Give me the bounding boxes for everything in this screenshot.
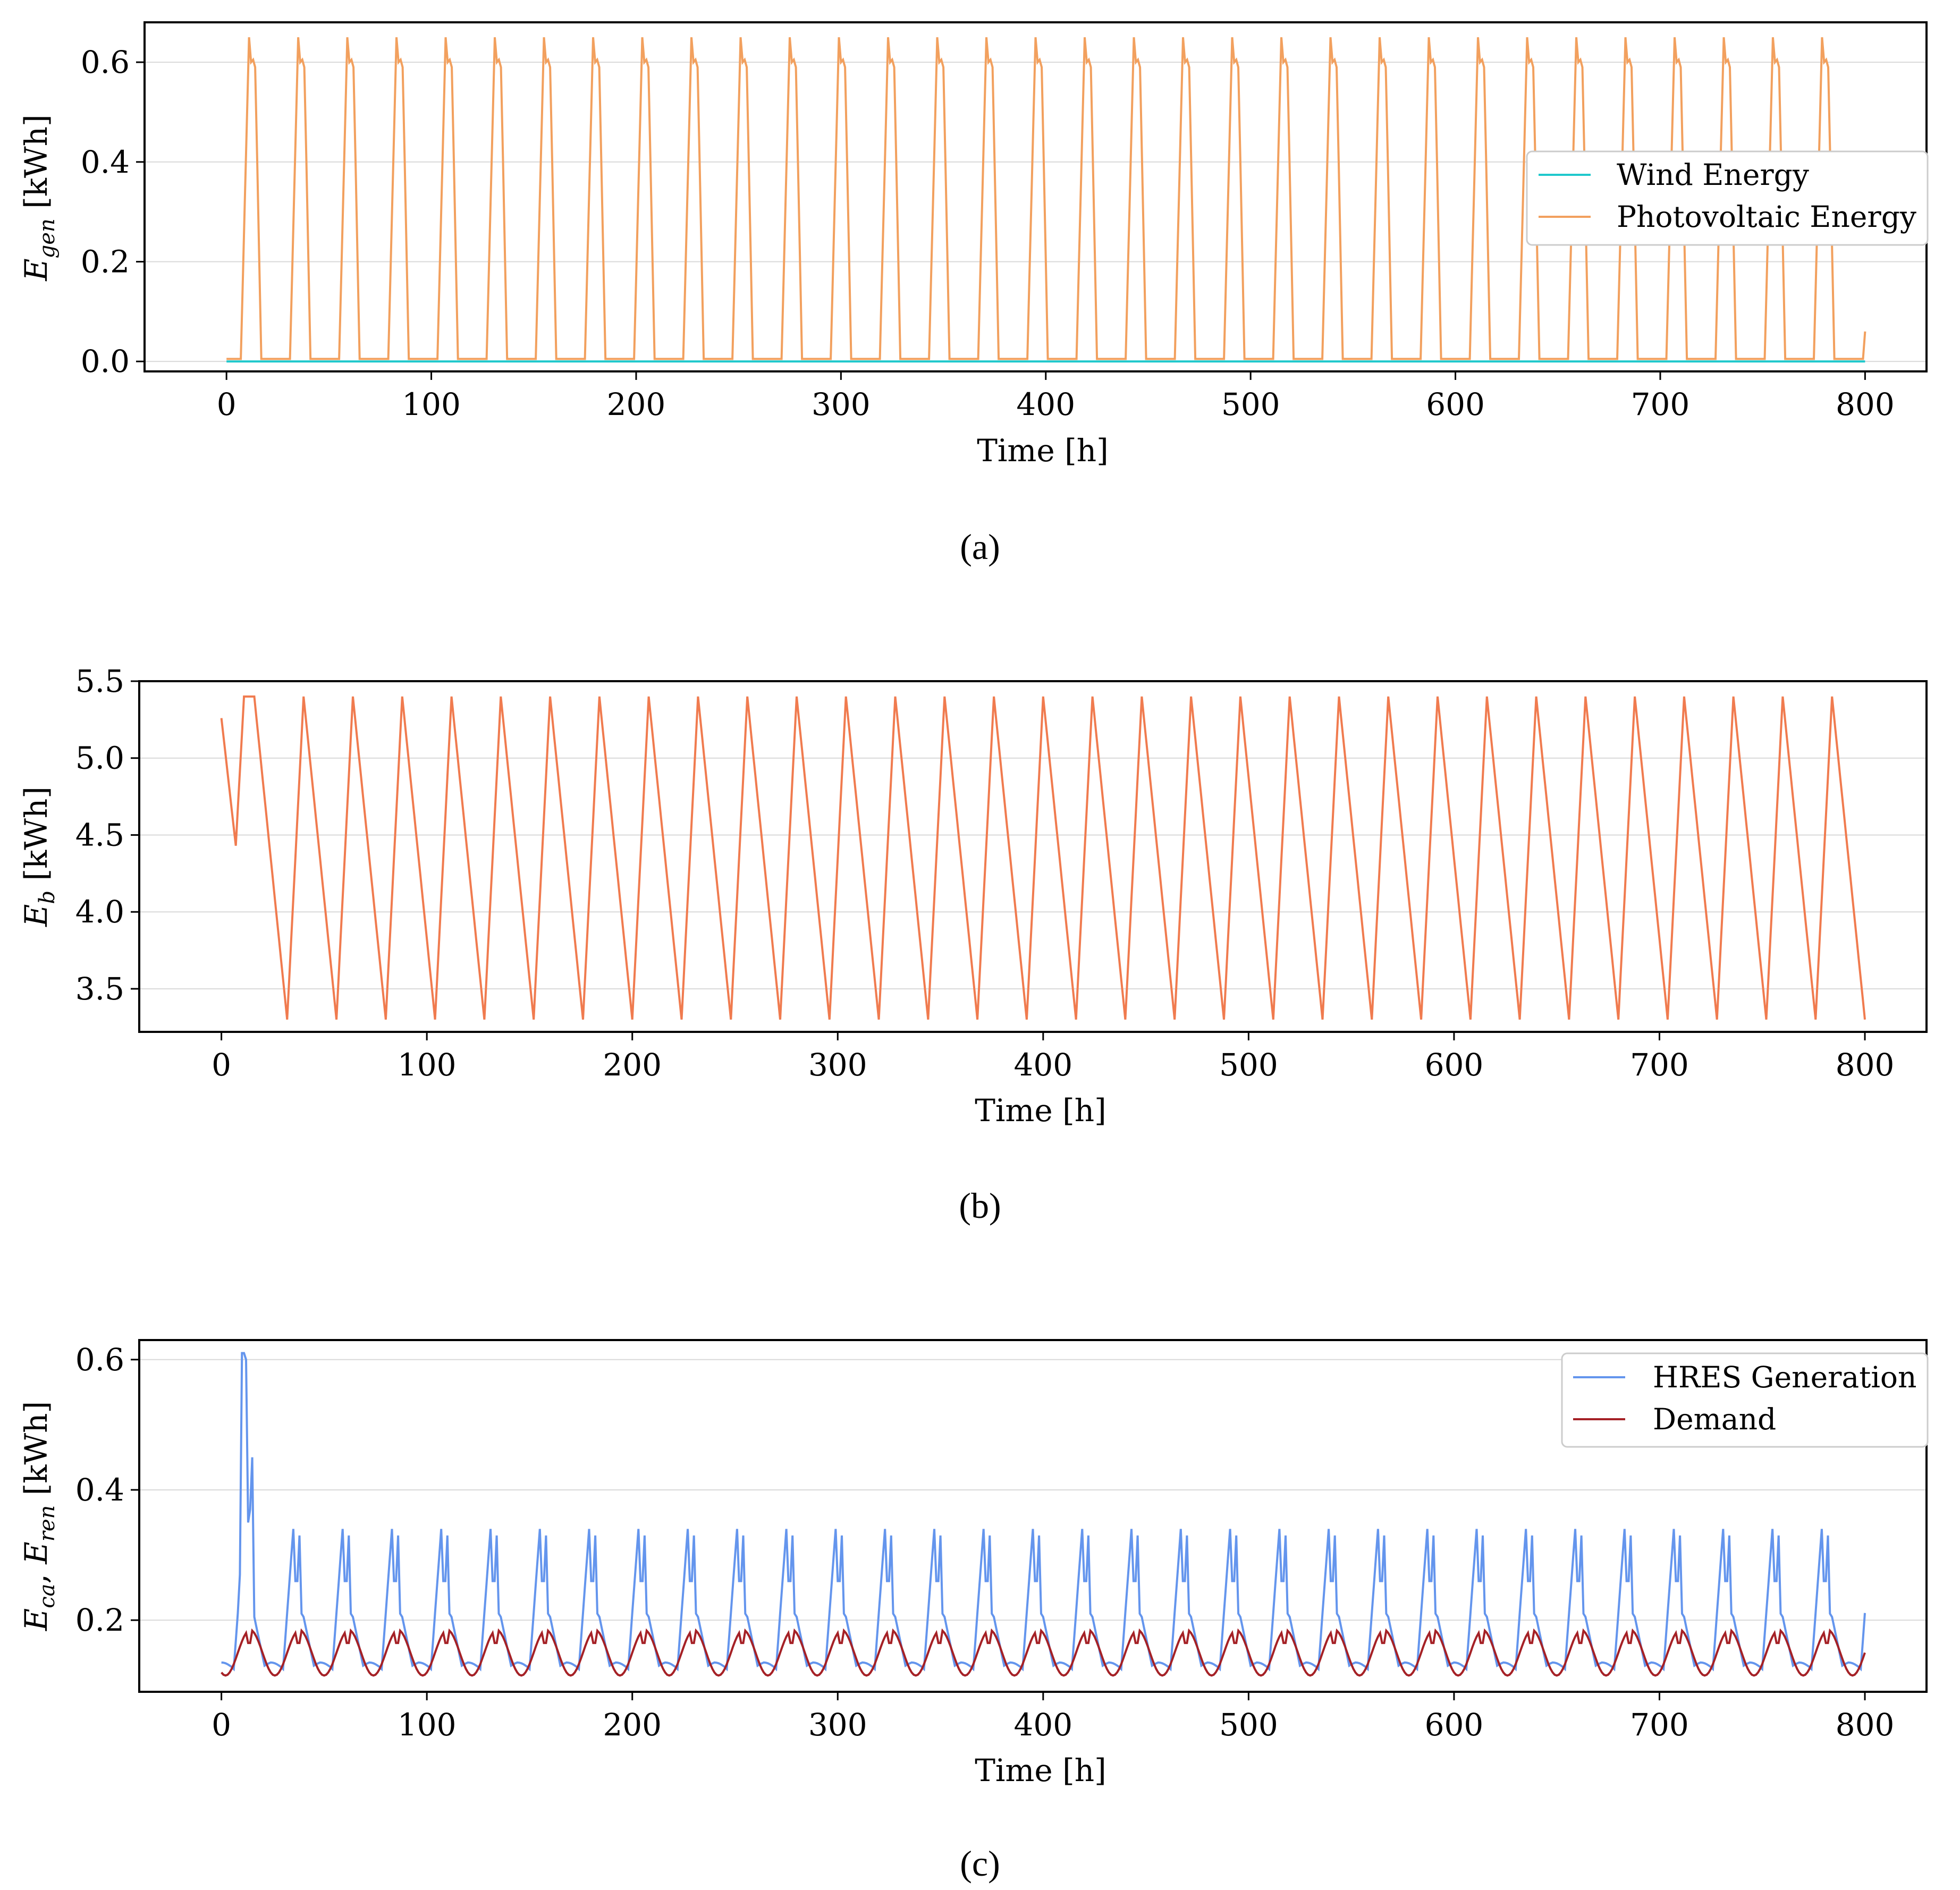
y-tick-label: 5.5 (75, 663, 124, 699)
x-tick-label: 500 (1221, 386, 1280, 422)
legend-label-photovoltaic-energy: Photovoltaic Energy (1617, 200, 1916, 234)
y-tick-label: 0.0 (81, 343, 130, 379)
panel-a-y-axis-label: Egen [kWh] (18, 114, 60, 281)
x-tick-label: 700 (1631, 386, 1690, 422)
panel-b-x-axis-label: Time [h] (975, 1092, 1106, 1129)
series-line-photovoltaic-energy (226, 37, 1866, 360)
x-tick-label: 800 (1836, 1047, 1895, 1083)
x-tick-label: 500 (1219, 1047, 1278, 1083)
x-tick-label: 600 (1425, 1047, 1484, 1083)
panel-a-x-axis-label: Time [h] (977, 433, 1109, 469)
y-tick-label: 4.5 (75, 817, 124, 853)
series-line-demand (221, 1628, 1866, 1677)
panel-b-grid (139, 681, 1927, 989)
y-tick-label: 3.5 (75, 971, 124, 1007)
legend-label-hres-generation: HRES Generation (1653, 1360, 1916, 1394)
y-tick-label: 0.6 (81, 44, 130, 80)
y-tick-label: 0.4 (81, 144, 130, 180)
x-tick-label: 200 (603, 1047, 662, 1083)
panel-b-plot-frame (138, 680, 1928, 1033)
panel-b-series (220, 695, 1866, 1020)
panel-c-series (221, 1352, 1866, 1677)
x-tick-label: 800 (1836, 386, 1895, 422)
y-tick-label: 0.4 (75, 1472, 124, 1508)
y-tick-label: 5.0 (75, 740, 124, 776)
x-tick-label: 0 (212, 1047, 231, 1083)
panel-c: 0.2 0.4 0.6 0 100 200 300 400 500 600 700 800 HRES … (18, 1339, 1929, 1884)
panel-b-ticks: 3.5 4.0 4.5 5.0 5.5 0 100 200 300 400 500 600 700 800 (75, 663, 1895, 1083)
x-tick-label: 700 (1630, 1047, 1689, 1083)
x-tick-label: 400 (1013, 1707, 1072, 1743)
x-tick-label: 0 (217, 386, 236, 422)
x-tick-label: 400 (1013, 1047, 1072, 1083)
y-tick-label: 0.2 (75, 1602, 124, 1638)
legend-box (1561, 1352, 1929, 1448)
panel-c-plot-frame (138, 1339, 1928, 1693)
y-tick-label: 0.2 (81, 244, 130, 280)
panel-b: 3.5 4.0 4.5 5.0 5.5 0 100 200 300 400 500 600 700 800… (18, 663, 1928, 1226)
panel-a-legend: Wind Energy Photovoltaic Energy (1526, 150, 1929, 246)
x-tick-label: 300 (808, 1047, 867, 1083)
panel-b-y-axis-label: Eb [kWh] (18, 786, 60, 927)
panel-c-caption: (c) (960, 1843, 1000, 1884)
y-tick-label: 0.6 (75, 1342, 124, 1378)
x-tick-label: 100 (398, 1707, 457, 1743)
panel-c-x-axis-label: Time [h] (975, 1752, 1106, 1789)
x-tick-label: 700 (1630, 1707, 1689, 1743)
panel-b-caption: (b) (959, 1185, 1001, 1226)
x-tick-label: 800 (1836, 1707, 1895, 1743)
legend-label-wind-energy: Wind Energy (1617, 158, 1809, 192)
x-tick-label: 300 (808, 1707, 867, 1743)
x-tick-label: 600 (1425, 1707, 1484, 1743)
x-tick-label: 100 (398, 1047, 457, 1083)
x-tick-label: 0 (212, 1707, 231, 1743)
panel-a-ticks: 0.0 0.2 0.4 0.6 0 100 200 300 400 500 600 700 800 (81, 44, 1895, 422)
x-tick-label: 600 (1426, 386, 1485, 422)
y-tick-label: 4.0 (75, 894, 124, 930)
panel-a-caption: (a) (960, 527, 1000, 567)
legend-label-demand: Demand (1653, 1402, 1776, 1436)
x-tick-label: 300 (812, 386, 871, 422)
x-tick-label: 200 (607, 386, 666, 422)
panel-c-legend: HRES Generation Demand (1561, 1352, 1929, 1448)
panel-a-series (226, 37, 1866, 363)
panel-c-ticks: 0.2 0.4 0.6 0 100 200 300 400 500 600 700 800 (75, 1342, 1895, 1743)
x-tick-label: 400 (1016, 386, 1075, 422)
legend-box (1526, 150, 1929, 246)
x-tick-label: 500 (1219, 1707, 1278, 1743)
x-tick-label: 200 (603, 1707, 662, 1743)
series-line-battery-energy (220, 695, 1866, 1020)
panel-c-y-axis-label: Eca, Eren [kWh] (18, 1401, 60, 1631)
panel-a: 0.0 0.2 0.4 0.6 0 100 200 300 400 500 600 700 800 Wi… (18, 21, 1929, 567)
x-tick-label: 100 (402, 386, 461, 422)
